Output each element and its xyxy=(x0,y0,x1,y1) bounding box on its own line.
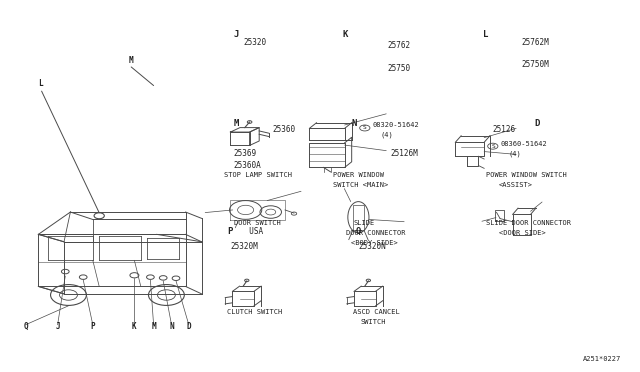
Text: STOP LAMP SWITCH: STOP LAMP SWITCH xyxy=(224,172,292,178)
Text: 25320N: 25320N xyxy=(358,242,386,251)
Text: N: N xyxy=(169,322,174,331)
Text: A251*0227: A251*0227 xyxy=(582,356,621,362)
Circle shape xyxy=(147,275,154,279)
Text: K: K xyxy=(342,30,348,39)
Text: Q: Q xyxy=(23,322,28,331)
Text: POWER WINDOW: POWER WINDOW xyxy=(333,172,384,178)
Text: 25320M: 25320M xyxy=(230,242,258,251)
Text: SLIDE: SLIDE xyxy=(353,220,374,226)
Text: USA: USA xyxy=(240,227,263,236)
Text: J: J xyxy=(55,322,60,331)
Circle shape xyxy=(79,275,87,279)
Text: M: M xyxy=(151,322,156,331)
Text: 25750M: 25750M xyxy=(522,60,549,69)
Text: (4): (4) xyxy=(381,131,394,138)
Text: 25320: 25320 xyxy=(243,38,266,46)
Text: 25762: 25762 xyxy=(387,41,410,50)
Text: S: S xyxy=(492,144,495,149)
Circle shape xyxy=(172,276,180,280)
Text: SWITCH: SWITCH xyxy=(360,320,386,326)
Text: K: K xyxy=(132,322,137,331)
Circle shape xyxy=(61,269,69,274)
Text: M: M xyxy=(234,119,239,128)
Text: 25126M: 25126M xyxy=(390,149,418,158)
Text: CLUTCH SWITCH: CLUTCH SWITCH xyxy=(227,310,282,315)
Text: 25126: 25126 xyxy=(493,125,516,134)
Text: SWITCH <MAIN>: SWITCH <MAIN> xyxy=(333,182,388,188)
Text: P: P xyxy=(227,227,232,236)
Text: SLIDE DOOR CONNECTOR: SLIDE DOOR CONNECTOR xyxy=(486,220,572,226)
Circle shape xyxy=(159,276,167,280)
Text: D: D xyxy=(186,322,191,331)
Text: DOOR CONNECTOR: DOOR CONNECTOR xyxy=(346,230,405,236)
Text: Q: Q xyxy=(355,227,360,236)
Text: (4): (4) xyxy=(509,151,522,157)
Text: ASCD CANCEL: ASCD CANCEL xyxy=(353,310,400,315)
Text: J: J xyxy=(234,30,239,39)
Text: S: S xyxy=(363,125,367,131)
Text: <BODY SIDE>: <BODY SIDE> xyxy=(351,240,397,246)
Text: D: D xyxy=(534,119,540,128)
Text: 25369: 25369 xyxy=(234,149,257,158)
Text: <DOOR SIDE>: <DOOR SIDE> xyxy=(499,230,546,236)
Text: N: N xyxy=(352,119,357,128)
Text: DOOR SWITCH: DOOR SWITCH xyxy=(234,220,280,226)
Text: P: P xyxy=(90,322,95,331)
Circle shape xyxy=(94,213,104,219)
Text: 25360A: 25360A xyxy=(234,161,261,170)
Text: 08360-51642: 08360-51642 xyxy=(500,141,547,147)
Text: 25750: 25750 xyxy=(387,64,410,73)
Circle shape xyxy=(130,273,139,278)
Text: L: L xyxy=(483,30,488,39)
Text: 25762M: 25762M xyxy=(522,38,549,46)
Text: M: M xyxy=(129,56,134,65)
Text: POWER WINDOW SWITCH: POWER WINDOW SWITCH xyxy=(486,172,567,178)
Text: <ASSIST>: <ASSIST> xyxy=(499,182,533,188)
Text: L: L xyxy=(38,78,43,87)
Text: 08320-51642: 08320-51642 xyxy=(372,122,419,128)
Text: 25360: 25360 xyxy=(272,125,295,134)
